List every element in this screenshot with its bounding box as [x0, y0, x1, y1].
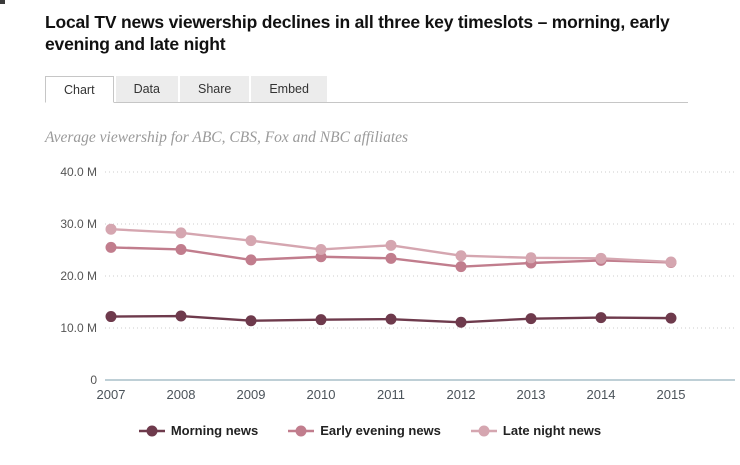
- data-point-early-evening-news[interactable]: [175, 243, 187, 255]
- data-point-late-night-news[interactable]: [105, 223, 117, 235]
- data-point-morning-news[interactable]: [245, 315, 257, 327]
- legend-label: Morning news: [170, 423, 259, 438]
- page-title: Local TV news viewership declines in all…: [45, 12, 670, 54]
- data-point-late-night-news[interactable]: [385, 239, 397, 251]
- x-tick-label: 2007: [97, 387, 126, 402]
- tab-embed[interactable]: Embed: [251, 76, 327, 102]
- x-tick-label: 2011: [377, 387, 405, 402]
- x-tick-label: 2014: [587, 387, 616, 402]
- legend-label: Early evening news: [320, 423, 441, 438]
- x-tick-label: 2009: [237, 387, 266, 402]
- data-point-early-evening-news[interactable]: [455, 261, 467, 273]
- data-point-late-night-news[interactable]: [665, 256, 677, 268]
- data-point-morning-news[interactable]: [385, 313, 397, 325]
- screen-corner-artifact: [0, 0, 5, 4]
- legend-marker-icon: [470, 425, 497, 436]
- data-point-morning-news[interactable]: [595, 312, 607, 324]
- data-point-morning-news[interactable]: [455, 316, 467, 328]
- legend-marker-icon: [288, 425, 315, 436]
- x-tick-label: 2013: [517, 387, 546, 402]
- chart-tabbar: Chart Data Share Embed: [45, 76, 688, 103]
- legend-item-late-night-news[interactable]: Late night news: [470, 423, 602, 438]
- line-chart: 0 10.0 M 20.0 M 30.0 M 40.0 M 2007 2008 2009 201…: [60, 165, 735, 402]
- data-point-morning-news[interactable]: [315, 314, 327, 326]
- chart-subtitle: Average viewership for ABC, CBS, Fox and…: [45, 129, 409, 146]
- legend-label: Late night news: [502, 423, 602, 438]
- x-tick-label: 2008: [167, 387, 196, 402]
- data-point-early-evening-news[interactable]: [245, 254, 257, 266]
- y-tick-label: 0: [90, 373, 97, 387]
- y-tick-label: 10.0 M: [60, 321, 97, 335]
- data-point-morning-news[interactable]: [105, 311, 117, 323]
- y-tick-label: 20.0 M: [60, 269, 97, 283]
- legend-marker-icon: [138, 425, 165, 436]
- tab-data[interactable]: Data: [115, 76, 178, 102]
- data-point-late-night-news[interactable]: [175, 227, 187, 239]
- data-point-morning-news[interactable]: [525, 313, 537, 325]
- x-tick-label: 2012: [447, 387, 476, 402]
- x-tick-label: 2010: [307, 387, 336, 402]
- tab-chart[interactable]: Chart: [45, 76, 114, 103]
- data-point-late-night-news[interactable]: [525, 252, 537, 264]
- legend-item-early-evening-news[interactable]: Early evening news: [288, 423, 441, 438]
- data-point-morning-news[interactable]: [665, 312, 677, 324]
- data-point-morning-news[interactable]: [175, 310, 187, 322]
- tab-share[interactable]: Share: [179, 76, 250, 102]
- data-point-early-evening-news[interactable]: [385, 252, 397, 264]
- data-point-late-night-news[interactable]: [595, 252, 607, 264]
- chart-legend: Morning news Early evening news Late night…: [0, 423, 740, 438]
- y-tick-label: 30.0 M: [60, 217, 97, 231]
- legend-item-morning-news[interactable]: Morning news: [138, 423, 259, 438]
- y-tick-label: 40.0 M: [60, 165, 97, 179]
- data-point-late-night-news[interactable]: [455, 250, 467, 262]
- data-point-late-night-news[interactable]: [245, 235, 257, 247]
- x-tick-label: 2015: [657, 387, 686, 402]
- data-point-late-night-news[interactable]: [315, 243, 327, 255]
- data-point-early-evening-news[interactable]: [105, 241, 117, 253]
